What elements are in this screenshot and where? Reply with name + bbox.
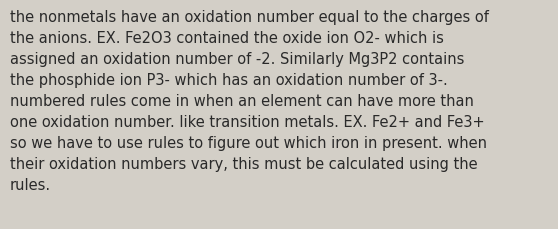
- Text: one oxidation number. like transition metals. EX. Fe2+ and Fe3+: one oxidation number. like transition me…: [10, 114, 485, 129]
- Text: the phosphide ion P3- which has an oxidation number of 3-.: the phosphide ion P3- which has an oxida…: [10, 73, 448, 88]
- Text: numbered rules come in when an element can have more than: numbered rules come in when an element c…: [10, 94, 474, 109]
- Text: their oxidation numbers vary, this must be calculated using the: their oxidation numbers vary, this must …: [10, 156, 478, 171]
- Text: so we have to use rules to figure out which iron in present. when: so we have to use rules to figure out wh…: [10, 135, 487, 150]
- Text: rules.: rules.: [10, 177, 51, 192]
- Text: the anions. EX. Fe2O3 contained the oxide ion O2- which is: the anions. EX. Fe2O3 contained the oxid…: [10, 31, 444, 46]
- Text: assigned an oxidation number of -2. Similarly Mg3P2 contains: assigned an oxidation number of -2. Simi…: [10, 52, 464, 67]
- Text: the nonmetals have an oxidation number equal to the charges of: the nonmetals have an oxidation number e…: [10, 10, 489, 25]
